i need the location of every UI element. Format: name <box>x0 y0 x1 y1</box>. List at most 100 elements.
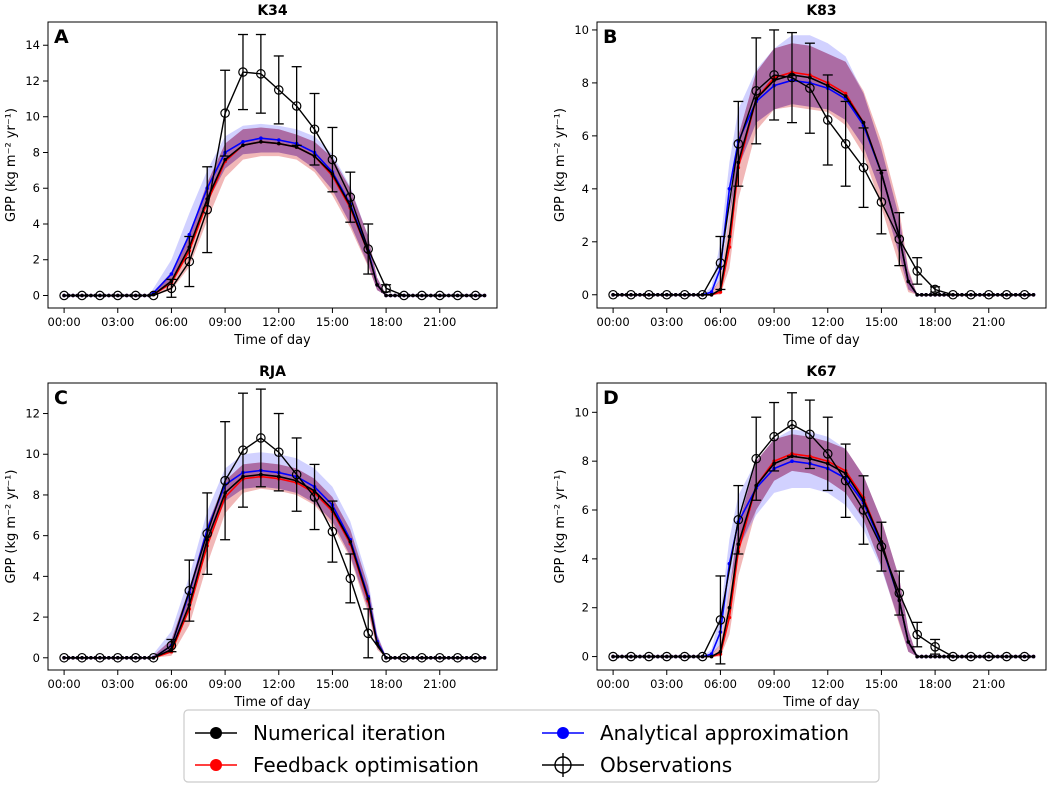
numerical-series-point <box>942 293 946 297</box>
panel-D: 00:00 03:00 06:00 09:00 12:00 15:00 18:00 21:00… <box>553 364 1047 710</box>
observation-point <box>912 629 923 640</box>
numerical-series-point <box>928 654 933 659</box>
observation-point <box>679 289 690 300</box>
legend: Numerical iteration Analytical approximat… <box>183 709 880 783</box>
observation-point <box>309 124 320 135</box>
x-tick-label: 00:00 <box>48 677 81 691</box>
y-tick-label: 6 <box>33 181 40 195</box>
y-tick-label: 14 <box>25 38 40 52</box>
y-tick-label: 10 <box>574 23 589 37</box>
numerical-series-point <box>861 120 866 125</box>
x-tick-label: 12:00 <box>811 315 844 329</box>
feedback-series-line <box>64 140 485 297</box>
observation-point <box>769 431 779 442</box>
numerical-series-point <box>906 279 911 284</box>
analytical-series-point <box>790 459 794 464</box>
observation-point <box>363 244 374 254</box>
numerical-series-point <box>709 293 714 297</box>
numerical-series-point <box>482 656 487 660</box>
plot-area <box>59 33 487 301</box>
observation-point <box>77 652 87 663</box>
y-tick-label: 12 <box>25 407 40 421</box>
x-tick-label: 12:00 <box>811 677 844 691</box>
observations-line <box>613 74 1025 296</box>
observation-point <box>417 290 427 301</box>
y-tick-label: 0 <box>33 288 40 302</box>
panel-A: 00:00 03:00 06:00 09:00 12:00 15:00 18:00 21:00… <box>4 3 498 348</box>
analytical-series-point <box>259 136 263 140</box>
legend-label: Analytical approximation <box>600 721 849 745</box>
numerical-series-point <box>915 654 919 659</box>
numerical-series-line <box>64 473 485 659</box>
feedback-uncertainty-band <box>613 43 1034 295</box>
observation-point <box>733 514 744 525</box>
observation-point <box>840 139 851 149</box>
observation-point <box>805 83 815 94</box>
numerical-series-point <box>924 654 928 659</box>
x-tick-label: 21:00 <box>423 315 456 329</box>
y-tick-label: 6 <box>33 529 40 543</box>
observation-point <box>130 652 141 663</box>
numerical-series-point <box>388 293 393 298</box>
legend-label: Feedback optimisation <box>253 753 479 777</box>
numerical-series-point <box>393 293 397 298</box>
feedback-series-point <box>843 91 848 96</box>
numerical-series-point <box>928 293 933 297</box>
x-tick-label: 09:00 <box>209 315 242 329</box>
observation-point <box>345 192 356 202</box>
observation-point <box>679 651 690 662</box>
numerical-series-point <box>1031 654 1036 659</box>
observation-point <box>273 85 284 95</box>
x-tick-label: 21:00 <box>972 315 1005 329</box>
observation-point <box>202 204 213 215</box>
numerical-series-point <box>942 654 946 659</box>
observation-point <box>608 651 618 662</box>
observation-point <box>470 652 481 663</box>
panel-B: 00:00 03:00 06:00 09:00 12:00 15:00 18:00 21:00… <box>553 3 1047 348</box>
legend-marker <box>557 727 569 739</box>
numerical-series-point <box>709 654 714 659</box>
observation-point <box>715 615 726 625</box>
numerical-series-point <box>727 234 732 239</box>
x-tick-label: 18:00 <box>370 315 403 329</box>
observation-point <box>983 289 994 300</box>
observation-point <box>452 290 463 301</box>
numerical-series-point <box>924 293 928 297</box>
numerical-series-point <box>277 141 281 146</box>
observation-point <box>805 429 815 440</box>
numerical-series-point <box>482 293 487 298</box>
observation-point <box>822 449 833 459</box>
observation-point <box>184 256 195 267</box>
observation-point <box>77 290 87 301</box>
analytical-series-point <box>709 652 714 656</box>
observation-point <box>399 652 409 663</box>
panel-letter: B <box>603 26 617 48</box>
observation-point <box>697 289 708 300</box>
y-tick-label: 10 <box>25 110 40 124</box>
y-axis-label: GPP (kg m⁻² yr⁻¹) <box>4 470 19 584</box>
numerical-series-point <box>375 283 379 287</box>
observation-point <box>894 588 905 598</box>
observation-point <box>273 447 284 458</box>
feedback-uncertainty-band <box>613 434 1034 657</box>
numerical-series-point <box>294 145 299 149</box>
x-axis-label: Time of day <box>233 695 311 710</box>
y-tick-label: 4 <box>582 182 589 196</box>
observation-point <box>95 652 105 663</box>
observation-point <box>202 528 213 539</box>
observation-point <box>363 628 374 639</box>
legend-item-numerical: Numerical iteration <box>195 721 446 745</box>
observation-point <box>59 652 69 663</box>
y-tick-label: 4 <box>33 569 40 583</box>
observation-point <box>930 284 940 295</box>
observation-point <box>399 290 409 301</box>
numerical-series-point <box>919 293 924 297</box>
observations-line <box>613 423 1025 658</box>
legend-item-observations: Observations <box>542 753 732 777</box>
y-tick-label: 8 <box>582 454 589 468</box>
analytical-series-point <box>727 187 732 191</box>
observation-point <box>95 290 105 301</box>
observation-point <box>840 475 851 486</box>
observation-point <box>417 652 427 663</box>
y-tick-label: 8 <box>582 76 589 90</box>
